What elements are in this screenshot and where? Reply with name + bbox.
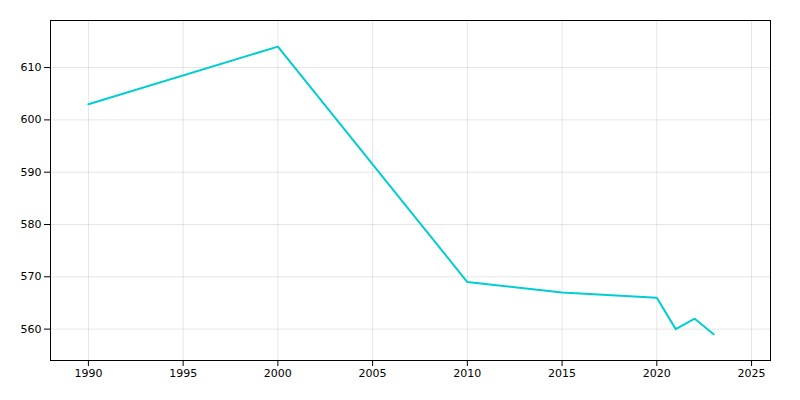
svg-text:570: 570	[21, 270, 42, 283]
svg-text:560: 560	[21, 323, 42, 336]
svg-text:600: 600	[21, 113, 42, 126]
svg-text:2010: 2010	[453, 367, 481, 380]
svg-text:590: 590	[21, 166, 42, 179]
svg-text:1990: 1990	[74, 367, 102, 380]
svg-text:2005: 2005	[359, 367, 387, 380]
svg-text:2000: 2000	[264, 367, 292, 380]
svg-text:1995: 1995	[169, 367, 197, 380]
svg-text:2020: 2020	[643, 367, 671, 380]
svg-text:610: 610	[21, 61, 42, 74]
svg-text:2015: 2015	[548, 367, 576, 380]
svg-text:2025: 2025	[738, 367, 766, 380]
svg-text:580: 580	[21, 218, 42, 231]
